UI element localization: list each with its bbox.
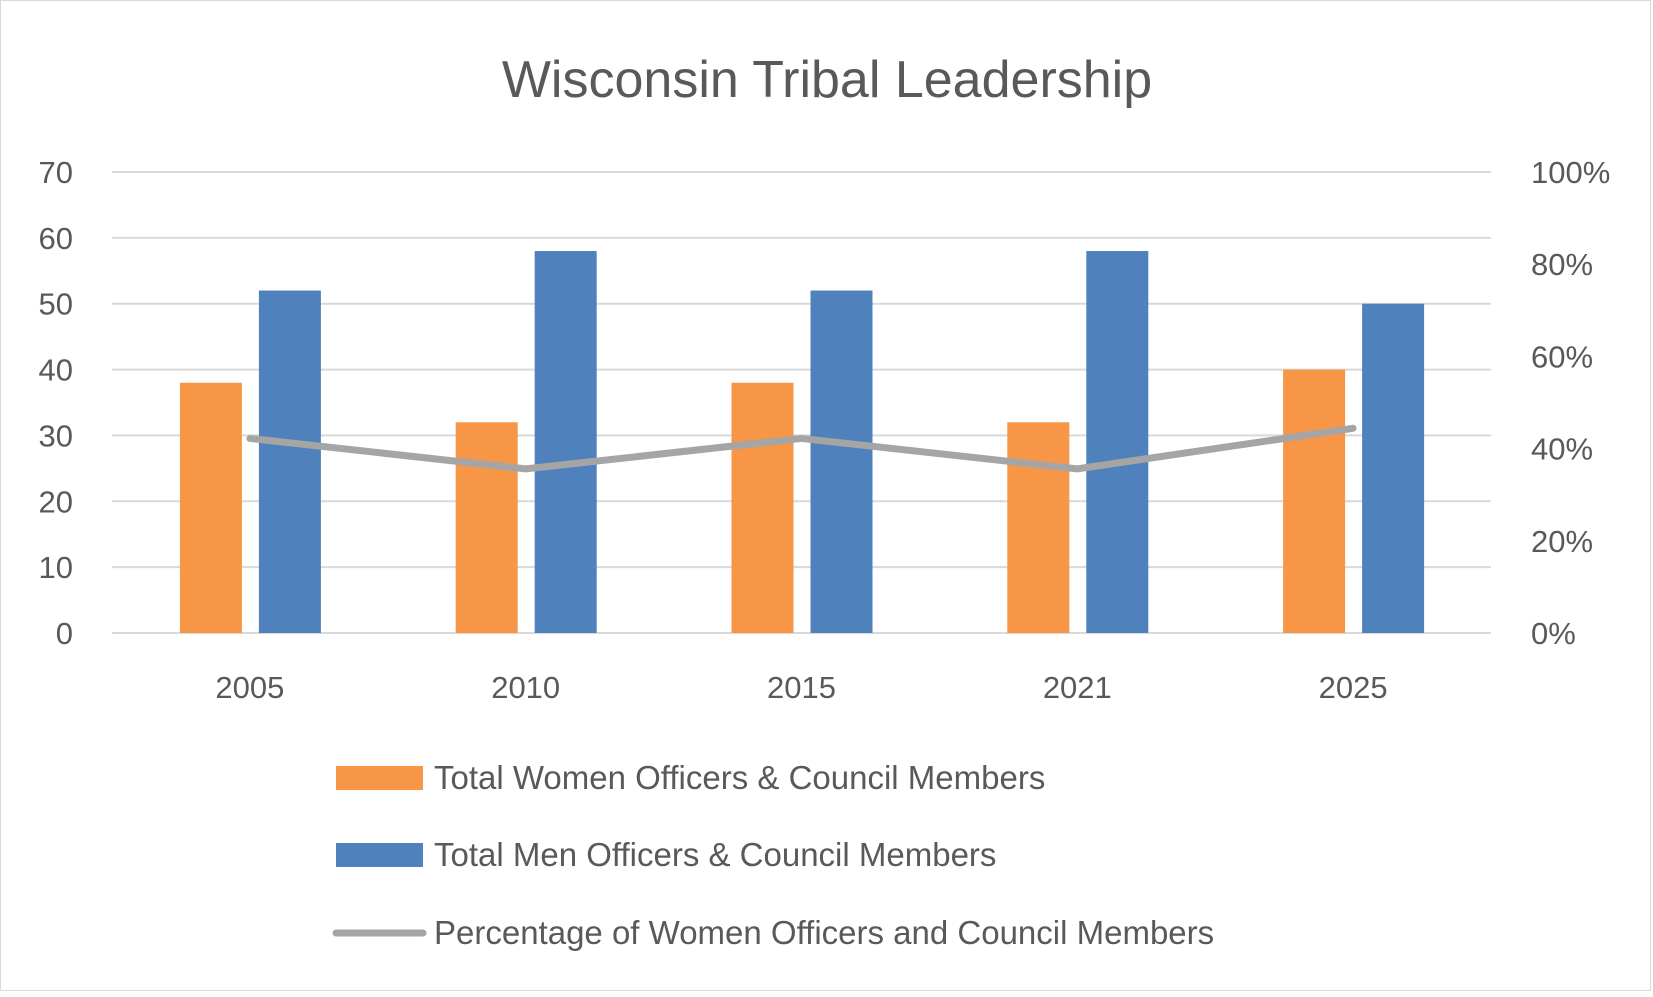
- y-right-tick-label: 40%: [1531, 432, 1593, 467]
- y-left-tick-label: 70: [39, 155, 73, 190]
- y-left-tick-label: 10: [39, 550, 73, 585]
- y-right-tick-label: 60%: [1531, 339, 1593, 374]
- x-tick-label: 2025: [1319, 670, 1388, 705]
- bar-men: [534, 251, 597, 633]
- legend-label: Total Men Officers & Council Members: [434, 836, 996, 873]
- bar-men: [1362, 303, 1425, 633]
- y-left-tick-label: 40: [39, 353, 73, 388]
- y-right-tick-label: 0%: [1531, 616, 1576, 651]
- y-left-tick-label: 60: [39, 221, 73, 256]
- bar-men: [810, 290, 873, 633]
- bar-women: [1283, 369, 1346, 633]
- line-point: [248, 437, 251, 440]
- legend-label: Total Women Officers & Council Members: [434, 759, 1045, 796]
- bar-men: [258, 290, 321, 633]
- y-right-tick-label: 80%: [1531, 247, 1593, 282]
- y-left-tick-label: 20: [39, 484, 73, 519]
- bar-women: [731, 382, 794, 633]
- line-point: [1076, 467, 1079, 470]
- y-right-tick-label: 20%: [1531, 524, 1593, 559]
- legend-swatch: [336, 766, 423, 790]
- line-percentage-women: [246, 424, 1357, 473]
- bar-men: [1086, 251, 1149, 633]
- y-left-tick-label: 30: [39, 418, 73, 453]
- legend-label: Percentage of Women Officers and Council…: [434, 914, 1214, 951]
- legend-swatch: [336, 843, 423, 867]
- y-right-tick-label: 100%: [1531, 155, 1610, 190]
- x-tick-label: 2015: [767, 670, 836, 705]
- line-point: [524, 467, 527, 470]
- bar-women: [455, 422, 518, 633]
- line-point: [1352, 427, 1355, 430]
- x-tick-label: 2010: [491, 670, 560, 705]
- bar-women: [1007, 422, 1070, 633]
- x-tick-label: 2021: [1043, 670, 1112, 705]
- y-left-tick-label: 50: [39, 287, 73, 322]
- bar-women: [179, 382, 242, 633]
- x-tick-label: 2005: [215, 670, 284, 705]
- y-left-tick-label: 0: [56, 616, 73, 651]
- chart-title: Wisconsin Tribal Leadership: [502, 51, 1152, 109]
- line-point: [800, 437, 803, 440]
